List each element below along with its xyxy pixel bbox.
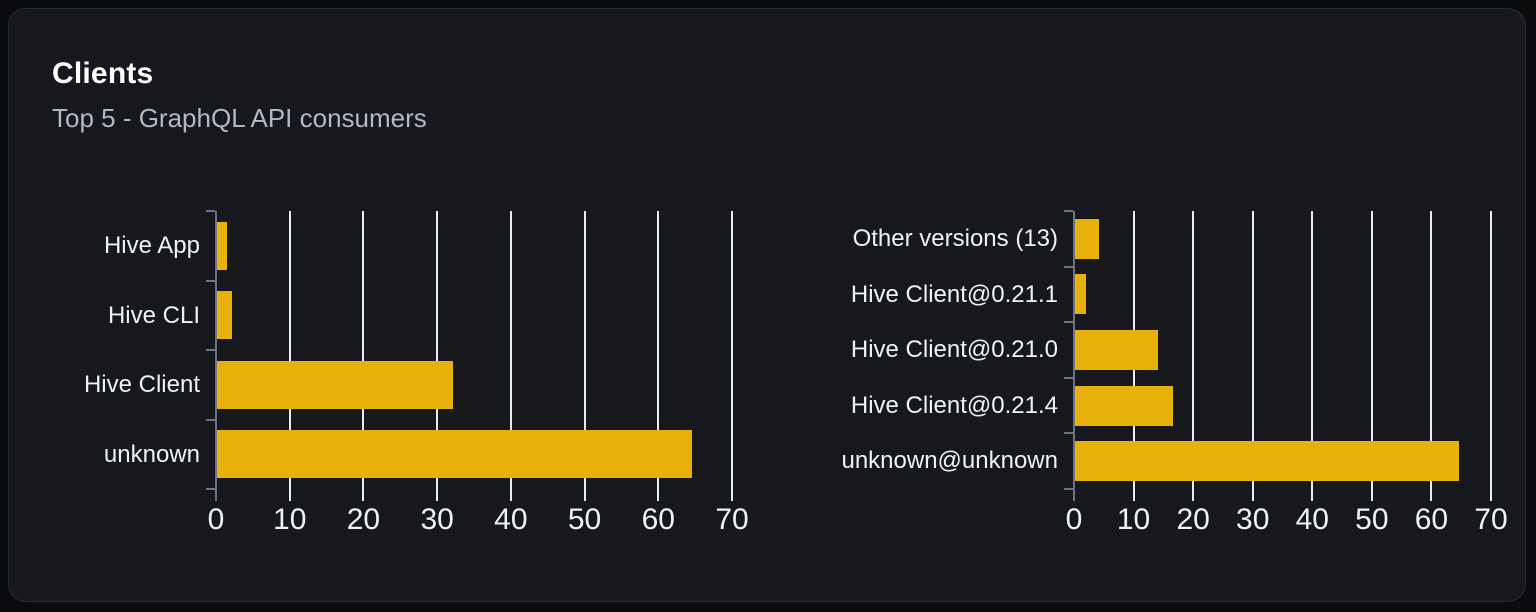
bar-hive-client-0-21-0[interactable] bbox=[1075, 330, 1159, 370]
y-axis-tick bbox=[206, 418, 215, 421]
gridline bbox=[436, 211, 439, 501]
category-label-hive-client-0-21-1: Hive Client@0.21.1 bbox=[850, 280, 1058, 308]
y-axis-tick bbox=[206, 349, 215, 351]
bar-hive-client[interactable] bbox=[217, 360, 453, 409]
x-tick-label: 50 bbox=[567, 503, 602, 536]
gridline bbox=[731, 211, 733, 501]
x-tick-label: 30 bbox=[420, 503, 454, 536]
x-tick-label: 70 bbox=[715, 503, 749, 536]
bar-hive-app[interactable] bbox=[217, 221, 227, 270]
category-label-hive-app: Hive App bbox=[103, 232, 200, 259]
y-axis-tick bbox=[1064, 210, 1073, 212]
x-tick-label: 40 bbox=[494, 503, 528, 536]
gridline bbox=[657, 211, 660, 501]
bar-hive-cli[interactable] bbox=[217, 291, 232, 340]
y-axis-tick bbox=[1064, 321, 1073, 324]
gridline bbox=[509, 211, 512, 501]
category-label-unknown-unknown: unknown@unknown bbox=[841, 447, 1058, 475]
gridline bbox=[1370, 211, 1373, 501]
x-tick-label: 10 bbox=[1116, 503, 1151, 536]
bar-hive-client-0-21-1[interactable] bbox=[1075, 274, 1087, 315]
gridline bbox=[1430, 211, 1433, 501]
gridline bbox=[288, 211, 291, 501]
bar-unknown-unknown[interactable] bbox=[1075, 441, 1460, 482]
x-tick-label: 60 bbox=[1414, 503, 1449, 536]
bar-unknown[interactable] bbox=[217, 430, 693, 479]
gridline bbox=[1192, 211, 1195, 501]
category-label-hive-client: Hive Client bbox=[83, 371, 200, 398]
gridline bbox=[362, 211, 365, 501]
y-axis-line bbox=[215, 211, 217, 501]
x-tick-label: 20 bbox=[346, 503, 381, 536]
x-tick-label: 20 bbox=[1176, 503, 1210, 536]
category-label-unknown: unknown bbox=[103, 440, 200, 468]
x-tick-label: 0 bbox=[1065, 503, 1083, 536]
gridline bbox=[1311, 211, 1314, 501]
y-axis-tick bbox=[206, 210, 215, 212]
y-axis-tick bbox=[1064, 265, 1073, 268]
card-title: Clients bbox=[52, 57, 154, 90]
y-axis-line bbox=[1073, 211, 1075, 501]
y-axis-tick bbox=[1064, 432, 1073, 435]
x-tick-label: 70 bbox=[1474, 503, 1508, 536]
category-label-hive-cli: Hive CLI bbox=[107, 301, 200, 329]
y-axis-tick bbox=[1064, 376, 1073, 379]
gridline bbox=[1490, 211, 1492, 501]
bar-hive-client-0-21-4[interactable] bbox=[1075, 385, 1174, 426]
x-tick-label: 10 bbox=[273, 503, 307, 536]
x-tick-label: 0 bbox=[207, 503, 225, 536]
y-axis-tick bbox=[206, 488, 215, 490]
y-axis-tick bbox=[206, 279, 215, 282]
x-tick-label: 40 bbox=[1295, 503, 1329, 536]
gridline bbox=[1251, 211, 1254, 501]
card-subtitle: Top 5 - GraphQL API consumers bbox=[52, 103, 427, 133]
y-axis-tick bbox=[1064, 488, 1073, 490]
x-tick-label: 30 bbox=[1236, 503, 1270, 536]
bar-other-versions-13[interactable] bbox=[1075, 218, 1099, 259]
category-label-hive-client-0-21-4: Hive Client@0.21.4 bbox=[850, 391, 1058, 419]
category-label-other-versions-13: Other versions (13) bbox=[852, 225, 1058, 252]
gridline bbox=[583, 211, 586, 501]
x-tick-label: 50 bbox=[1355, 503, 1389, 536]
x-tick-label: 60 bbox=[641, 503, 675, 536]
category-label-hive-client-0-21-0: Hive Client@0.21.0 bbox=[850, 336, 1058, 364]
